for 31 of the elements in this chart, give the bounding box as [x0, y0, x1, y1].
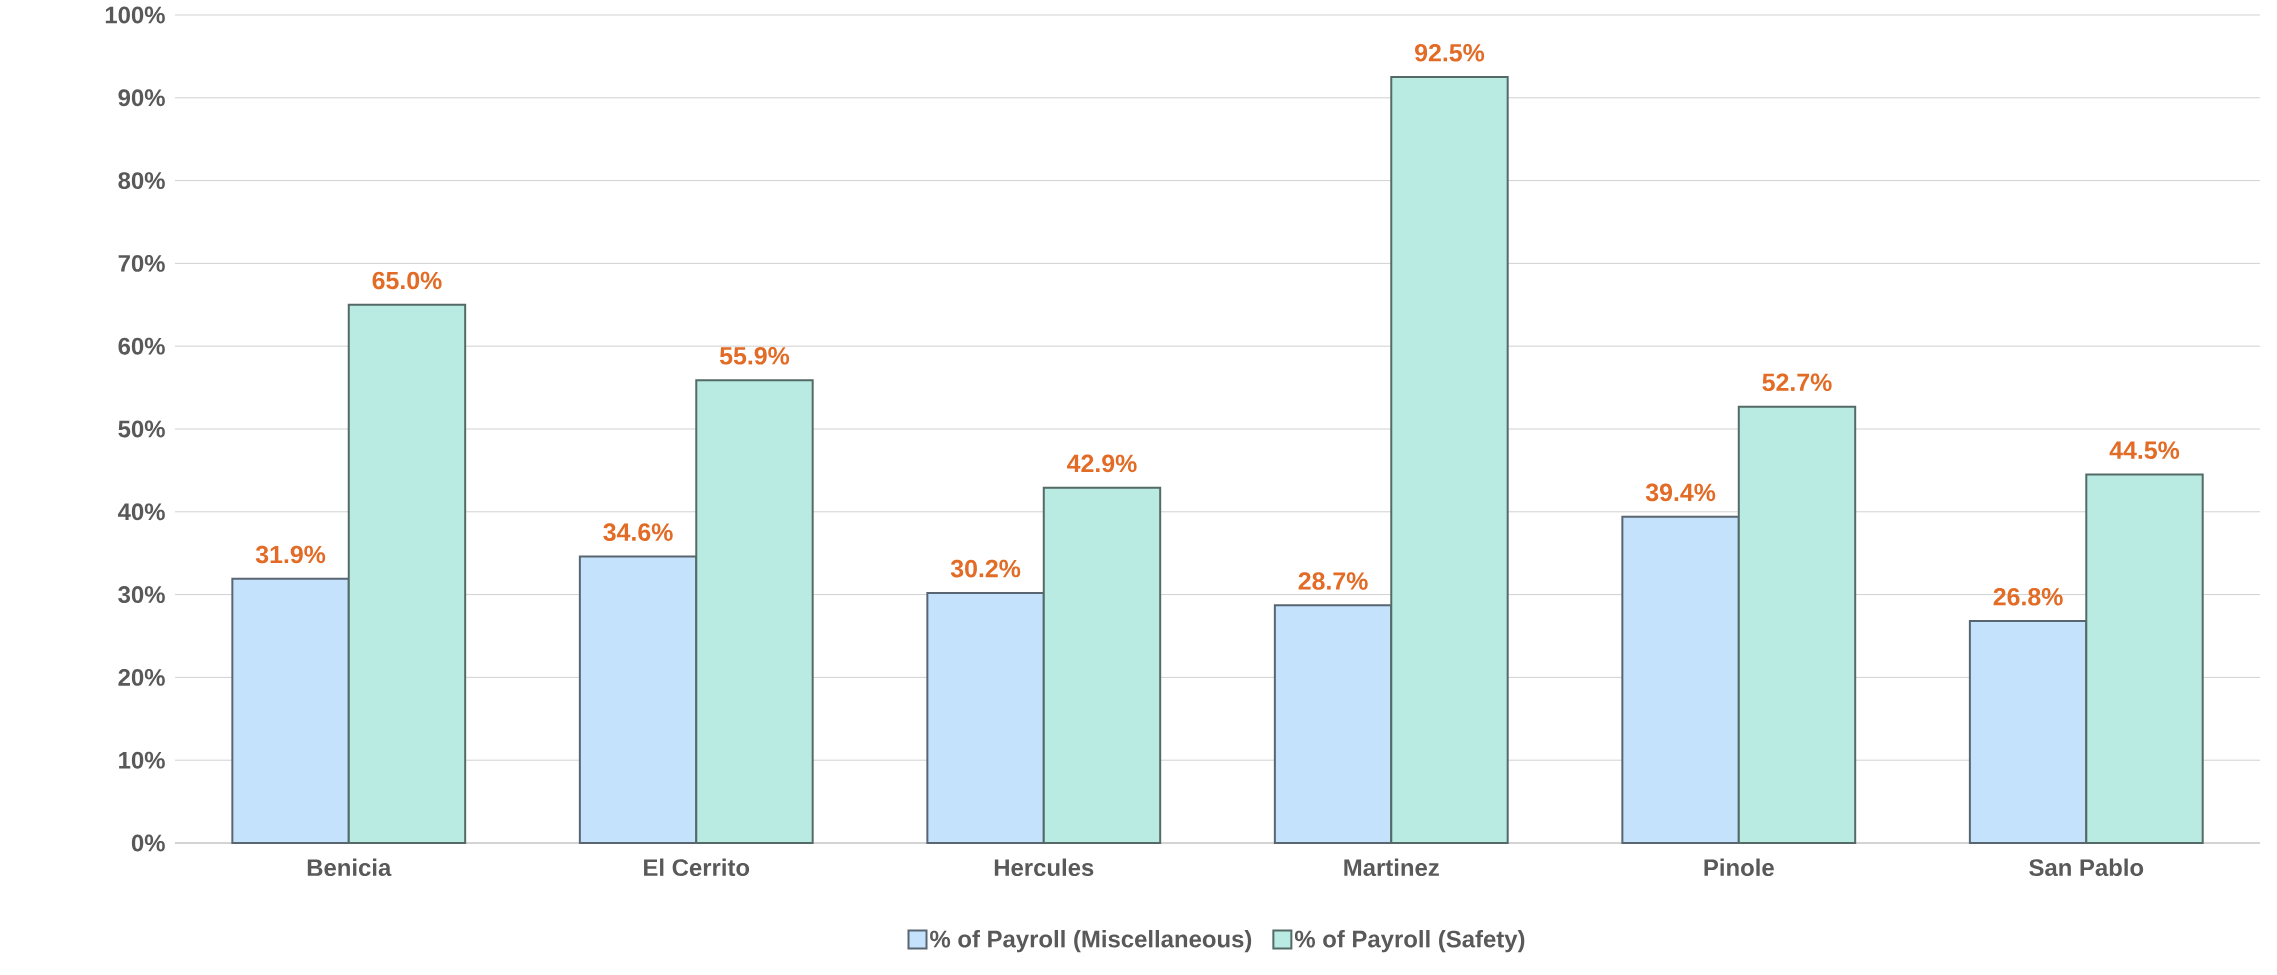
- data-label: 30.2%: [950, 559, 1021, 578]
- data-label: 55.9%: [719, 346, 790, 365]
- x-tick-label: Hercules: [994, 858, 1094, 877]
- y-tick-label: 70%: [118, 254, 165, 272]
- y-tick-label: 0%: [131, 834, 165, 852]
- x-tick-label: San Pablo: [2029, 858, 2144, 877]
- x-tick-label: Martinez: [1344, 858, 1439, 877]
- data-label: 44.5%: [2109, 441, 2180, 460]
- x-tick-label: Benicia: [307, 858, 392, 877]
- y-tick-label: 50%: [118, 420, 165, 438]
- y-tick-label: 90%: [118, 89, 165, 107]
- data-label: 28.7%: [1298, 572, 1368, 590]
- data-label: 65.0%: [372, 271, 442, 290]
- data-label: 34.6%: [603, 523, 673, 541]
- x-tick-label: Pinole: [1704, 858, 1774, 877]
- data-label: 42.9%: [1067, 454, 1137, 473]
- data-label: 31.9%: [255, 545, 326, 564]
- data-label: 39.4%: [1645, 483, 1716, 502]
- y-tick-label: 100%: [105, 6, 165, 24]
- y-tick-label: 40%: [117, 503, 165, 521]
- legend-label: % of Payroll (Miscellaneous): [930, 929, 1252, 953]
- y-tick-label: 30%: [118, 586, 165, 604]
- y-tick-label: 20%: [118, 668, 165, 686]
- data-label: 26.8%: [1993, 587, 2063, 606]
- y-tick-label: 60%: [118, 337, 165, 355]
- y-tick-label: 10%: [119, 751, 165, 769]
- data-label: 92.5%: [1415, 43, 1485, 62]
- x-tick-label: El Cerrito: [644, 858, 750, 877]
- legend-label: % of Payroll (Safety): [1294, 929, 1525, 953]
- y-tick-label: 80%: [118, 172, 165, 190]
- data-label: 52.7%: [1762, 373, 1832, 392]
